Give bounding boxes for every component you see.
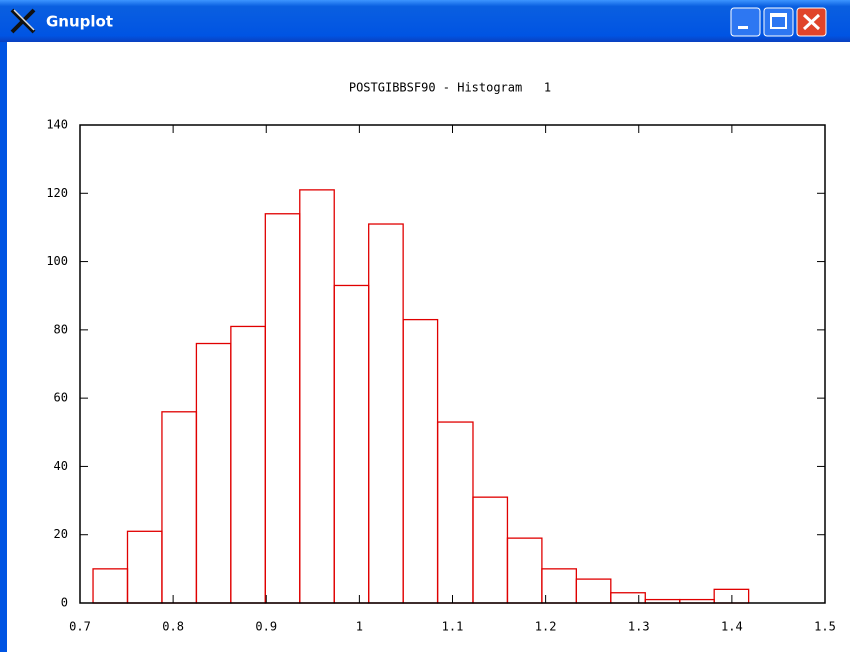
y-tick-label: 0 (61, 596, 68, 610)
x-tick-label: 1.4 (721, 620, 743, 634)
client-area (7, 42, 850, 652)
plot-frame (79, 124, 826, 604)
minimize-button[interactable] (730, 7, 761, 37)
title-bar (0, 0, 850, 42)
x-tick-label: 1 (356, 620, 363, 634)
y-tick-label: 20 (54, 527, 68, 541)
y-tick-label: 140 (46, 118, 68, 132)
x-tick-label: 1.3 (628, 620, 650, 634)
chart-title: POSTGIBBSF90 - Histogram 1 (349, 81, 551, 95)
app-icon (10, 8, 36, 34)
x-tick-label: 0.7 (69, 620, 91, 634)
close-button[interactable] (796, 7, 827, 37)
plot: 0 20 40 60 80 100 120 140 0.7 0.8 0.9 1 1.1 1.2 1.3 1.4… (46, 118, 836, 634)
x-tick-label: 1.2 (535, 620, 557, 634)
y-tick-label: 80 (54, 322, 68, 336)
x-tick-label: 0.9 (255, 620, 277, 634)
window-title: Gnuplot (46, 13, 113, 31)
y-tick-label: 100 (46, 254, 68, 268)
y-tick-label: 40 (54, 459, 68, 473)
maximize-button[interactable] (763, 7, 794, 37)
x-tick-label: 1.1 (442, 620, 464, 634)
x-tick-label: 0.8 (162, 620, 184, 634)
y-tick-label: 60 (54, 391, 68, 405)
y-tick-label: 120 (46, 186, 68, 200)
x-tick-label: 1.5 (814, 620, 836, 634)
